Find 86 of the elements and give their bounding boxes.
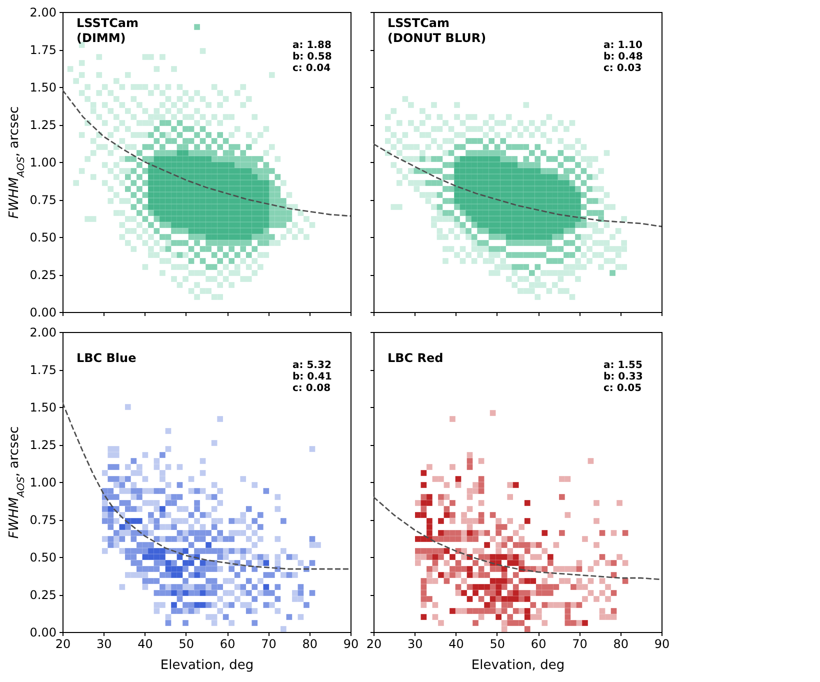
x-tick-label: 50	[178, 637, 194, 651]
line-series	[62, 89, 350, 217]
y-tick-label: 0.75	[30, 193, 56, 207]
y-tick-label: 0.50	[30, 550, 56, 564]
point	[200, 590, 206, 596]
x-tick-label: 70	[572, 637, 588, 651]
annotation: a: 1.88	[292, 40, 332, 51]
y-tick-label: 0.50	[30, 230, 56, 244]
text: LSSTCam (DONUT BLUR)	[388, 16, 486, 45]
point	[160, 506, 166, 512]
point	[182, 590, 188, 596]
annotation: a: 1.55	[604, 360, 642, 371]
x-axis-title: Elevation, deg	[471, 658, 565, 673]
point	[130, 518, 137, 524]
y-tick-label: 1.50	[30, 400, 56, 414]
y-tick-label: 0.25	[30, 268, 56, 282]
point	[108, 506, 114, 512]
x-tick-label: 30	[96, 637, 112, 651]
point	[171, 590, 177, 596]
point	[206, 542, 212, 548]
x-tick-label: 60	[530, 637, 546, 651]
x-tick-label: 90	[343, 637, 359, 651]
y-tick-label: 0.25	[30, 588, 56, 602]
x-tick-label: 30	[408, 637, 423, 651]
y-tick-label: 1.00	[30, 156, 56, 170]
point	[171, 602, 177, 608]
annotation: c: 0.08	[292, 383, 331, 394]
x-tick-label: 40	[448, 637, 464, 651]
annotation: b: 0.33	[604, 372, 643, 382]
point	[148, 548, 154, 554]
y-tick-label: 0.00	[30, 626, 56, 640]
x-tick-label: 60	[220, 637, 236, 651]
annotation: b: 0.58	[292, 52, 332, 62]
annotation: b: 0.41	[292, 372, 332, 382]
point	[194, 602, 200, 608]
annotation: c: 0.03	[604, 63, 642, 74]
x-tick-label: 20	[366, 637, 382, 651]
point	[165, 566, 172, 572]
y-tick-label: 1.50	[30, 80, 56, 94]
y-tick-label: 1.25	[30, 118, 56, 132]
x-tick-label: 50	[490, 637, 506, 651]
x-tick-label: 80	[302, 637, 318, 651]
x-axis-title: Elevation, deg	[160, 658, 254, 673]
point	[194, 572, 200, 578]
y-tick-label: 0.75	[30, 513, 56, 527]
y-tick-label: 1.25	[30, 438, 56, 452]
point	[182, 548, 188, 554]
point	[176, 554, 183, 560]
y-tick-label: 2.00	[30, 326, 56, 340]
point	[160, 548, 166, 554]
point	[263, 560, 270, 566]
point	[188, 560, 194, 566]
point	[136, 518, 142, 524]
point	[263, 584, 270, 590]
annotation: c: 0.04	[292, 63, 331, 74]
x-tick-label: 40	[138, 637, 153, 651]
point	[160, 554, 166, 560]
y-tick-label: 1.00	[30, 476, 56, 490]
text: LBC Red	[388, 351, 444, 365]
x-tick-label: 20	[55, 637, 71, 651]
point	[200, 602, 206, 608]
point	[171, 566, 177, 572]
x-tick-label: 90	[654, 637, 670, 651]
point	[176, 566, 183, 572]
point	[154, 554, 160, 560]
x-tick-label: 70	[261, 637, 276, 651]
point	[165, 560, 172, 566]
text: LSSTCam (DIMM)	[76, 16, 138, 45]
point	[142, 554, 148, 560]
point	[176, 572, 183, 578]
annotation: a: 5.32	[292, 360, 332, 371]
annotation: a: 1.10	[604, 40, 642, 51]
y-tick-label: 2.00	[30, 6, 56, 20]
point	[154, 548, 160, 554]
y-tick-label: 1.75	[30, 43, 56, 57]
x-tick-label: 80	[613, 637, 628, 651]
point	[119, 524, 126, 530]
point	[200, 560, 206, 566]
annotation: c: 0.05	[604, 383, 642, 394]
point	[148, 554, 154, 560]
y-tick-label: 1.75	[30, 363, 56, 377]
text: LBC Blue	[76, 351, 136, 365]
y-tick-label: 0.00	[30, 306, 56, 320]
point	[182, 560, 188, 566]
point	[171, 572, 177, 578]
annotation: b: 0.48	[604, 52, 643, 62]
